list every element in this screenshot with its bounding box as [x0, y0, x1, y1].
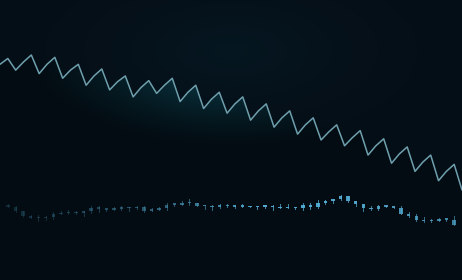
Bar [97, 207, 100, 209]
Bar [392, 206, 395, 208]
Bar [158, 208, 161, 210]
Bar [256, 206, 259, 207]
Bar [135, 207, 138, 208]
Bar [263, 205, 267, 207]
Bar [445, 218, 448, 220]
Bar [324, 200, 327, 203]
Bar [309, 205, 312, 207]
Bar [112, 208, 116, 209]
Bar [59, 213, 63, 214]
Bar [6, 205, 10, 207]
Bar [293, 207, 297, 208]
Bar [301, 205, 304, 208]
Bar [142, 207, 146, 211]
Bar [339, 196, 342, 199]
Bar [173, 203, 176, 205]
Bar [218, 205, 221, 207]
Bar [316, 203, 320, 207]
Bar [279, 207, 282, 208]
Bar [354, 201, 358, 204]
Bar [82, 211, 85, 213]
Bar [203, 205, 206, 206]
Bar [225, 205, 229, 206]
Bar [346, 196, 350, 201]
Bar [90, 208, 93, 211]
Bar [180, 203, 183, 205]
Bar [399, 208, 403, 214]
Bar [452, 220, 456, 225]
Bar [127, 207, 131, 208]
Bar [271, 206, 274, 207]
Bar [437, 219, 441, 221]
Bar [188, 202, 191, 203]
Bar [377, 206, 380, 209]
Bar [52, 214, 55, 217]
Bar [422, 220, 426, 221]
Bar [369, 208, 372, 209]
Bar [233, 205, 237, 207]
Bar [44, 217, 48, 218]
Bar [210, 206, 214, 207]
Bar [362, 204, 365, 208]
Bar [195, 203, 199, 206]
Bar [120, 207, 123, 209]
Bar [104, 208, 108, 209]
Bar [150, 209, 153, 211]
Bar [21, 211, 25, 216]
Bar [14, 207, 17, 211]
Bar [29, 216, 32, 218]
Bar [430, 220, 433, 221]
Bar [248, 206, 252, 207]
Bar [74, 212, 78, 213]
Bar [67, 212, 70, 213]
Bar [384, 205, 388, 207]
Bar [414, 216, 418, 220]
Bar [286, 207, 289, 208]
Bar [241, 205, 244, 207]
Bar [36, 217, 40, 218]
Bar [165, 205, 169, 208]
Bar [407, 214, 410, 216]
Bar [331, 199, 335, 200]
